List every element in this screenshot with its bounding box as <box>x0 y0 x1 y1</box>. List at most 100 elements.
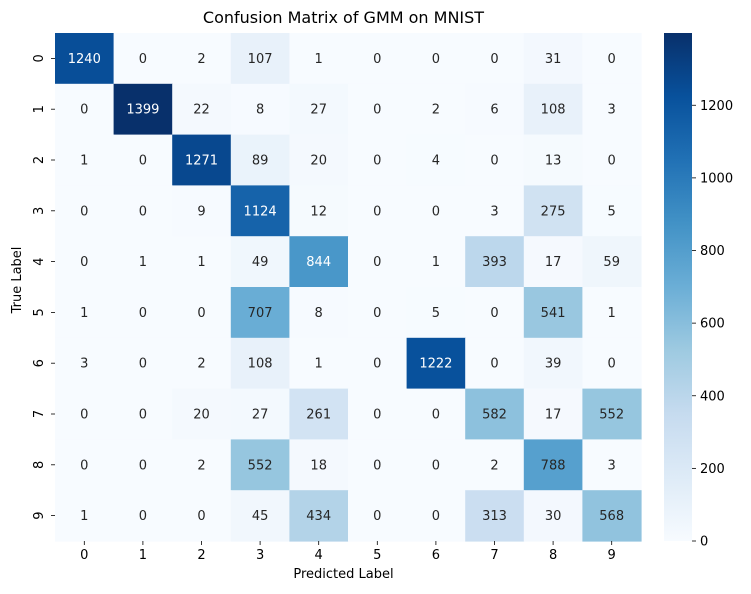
heatmap-cell <box>465 439 525 491</box>
heatmap-cell <box>348 388 408 440</box>
heatmap-cell <box>523 83 583 136</box>
heatmap-cell <box>406 337 466 390</box>
heatmap-cell <box>348 287 408 339</box>
heatmap-cell-value: 275 <box>541 204 566 219</box>
heatmap-cell <box>523 185 583 237</box>
heatmap-cell-value: 5 <box>608 204 616 219</box>
heatmap-cell-value: 541 <box>541 306 566 321</box>
x-tick-label: 1 <box>139 548 147 563</box>
heatmap-cell <box>582 33 642 85</box>
heatmap-cell <box>348 490 408 542</box>
heatmap-cell <box>113 388 173 440</box>
heatmap-cell <box>582 439 642 491</box>
heatmap-cell <box>113 236 173 288</box>
heatmap-cell-value: 2 <box>490 458 498 473</box>
heatmap-cell <box>406 185 466 237</box>
heatmap-cell <box>406 388 466 440</box>
heatmap-cell-value: 313 <box>482 509 507 524</box>
heatmap-cell-value: 1 <box>315 52 323 67</box>
heatmap-cell-value: 0 <box>432 204 440 219</box>
heatmap-cell-value: 0 <box>490 357 498 372</box>
colorbar-tick-label: 400 <box>700 389 725 404</box>
y-tick-label: 5 <box>32 308 47 316</box>
heatmap-cell-value: 39 <box>545 357 562 372</box>
heatmap-cell <box>348 439 408 491</box>
heatmap-cell-value: 107 <box>248 52 273 67</box>
heatmap-cell-value: 1 <box>80 509 88 524</box>
heatmap-cell-value: 1 <box>608 306 616 321</box>
heatmap-cell <box>465 388 525 440</box>
heatmap-cell <box>406 287 466 339</box>
heatmap-cell-value: 18 <box>310 458 327 473</box>
heatmap-cell <box>465 287 525 339</box>
heatmap-cell-value: 30 <box>545 509 562 524</box>
heatmap-cell-value: 59 <box>603 255 620 270</box>
y-tick-label: 9 <box>32 511 47 519</box>
heatmap-cell <box>523 287 583 339</box>
heatmap-cell <box>289 439 349 491</box>
heatmap-cell-value: 0 <box>80 458 88 473</box>
colorbar-tick-label: 1200 <box>700 99 733 114</box>
x-tick-label: 7 <box>490 548 498 563</box>
heatmap-cell <box>172 33 232 85</box>
heatmap-cell <box>55 388 115 440</box>
heatmap-cell-value: 1222 <box>419 357 452 372</box>
heatmap-cell-value: 0 <box>490 154 498 169</box>
heatmap-cell <box>465 185 525 237</box>
heatmap-cell-value: 0 <box>432 408 440 423</box>
heatmap-cell <box>172 337 232 390</box>
chart-title: Confusion Matrix of GMM on MNIST <box>203 8 484 27</box>
heatmap-cell-value: 89 <box>252 154 269 169</box>
heatmap-cell-value: 0 <box>373 154 381 169</box>
heatmap-cell <box>289 287 349 339</box>
heatmap-cell-value: 0 <box>373 255 381 270</box>
heatmap-cell-value: 17 <box>545 408 562 423</box>
heatmap-cell <box>230 439 290 491</box>
heatmap-cell-value: 1 <box>432 255 440 270</box>
heatmap-cell <box>406 83 466 136</box>
heatmap-cell <box>406 33 466 85</box>
heatmap-cell-value: 2 <box>197 357 205 372</box>
y-tick-label: 4 <box>32 257 47 265</box>
heatmap-cell <box>55 490 115 542</box>
heatmap-cell-value: 0 <box>139 509 147 524</box>
heatmap-cell-value: 1240 <box>68 52 101 67</box>
heatmap-cell <box>406 490 466 542</box>
heatmap-cell-value: 0 <box>139 458 147 473</box>
heatmap-cell <box>582 287 642 339</box>
heatmap-cell-value: 2 <box>432 103 440 118</box>
heatmap-cell <box>465 236 525 288</box>
heatmap-cell-value: 0 <box>139 154 147 169</box>
heatmap-cell <box>523 33 583 85</box>
heatmap-cell-value: 0 <box>80 204 88 219</box>
heatmap-cell <box>348 185 408 237</box>
heatmap-cell-value: 3 <box>608 458 616 473</box>
heatmap-cell <box>230 490 290 542</box>
heatmap-cell-value: 0 <box>80 255 88 270</box>
heatmap-cell <box>172 83 232 136</box>
heatmap-cell-value: 707 <box>248 306 273 321</box>
heatmap-cell <box>465 83 525 136</box>
y-tick-label: 6 <box>32 359 47 367</box>
heatmap-cell <box>230 287 290 339</box>
heatmap-cell-value: 0 <box>80 408 88 423</box>
heatmap-cell-value: 0 <box>197 509 205 524</box>
y-tick-label: 2 <box>32 156 47 164</box>
heatmap-cell <box>582 490 642 542</box>
heatmap-cell <box>289 134 349 186</box>
heatmap-cell-value: 6 <box>490 103 498 118</box>
y-axis-label: True Label <box>10 247 25 315</box>
heatmap-cell-value: 0 <box>373 458 381 473</box>
colorbar: 0 200 400 600 800 1000 1200 <box>664 33 733 550</box>
heatmap-cell-value: 434 <box>306 509 331 524</box>
heatmap-cell <box>113 287 173 339</box>
x-tick-label: 6 <box>432 548 440 563</box>
heatmap-cell <box>523 337 583 390</box>
y-tick-label: 1 <box>32 105 47 113</box>
heatmap-cell-value: 0 <box>373 103 381 118</box>
heatmap-cell-value: 49 <box>252 255 269 270</box>
heatmap-cell-value: 1271 <box>185 154 218 169</box>
heatmap-cell <box>465 490 525 542</box>
